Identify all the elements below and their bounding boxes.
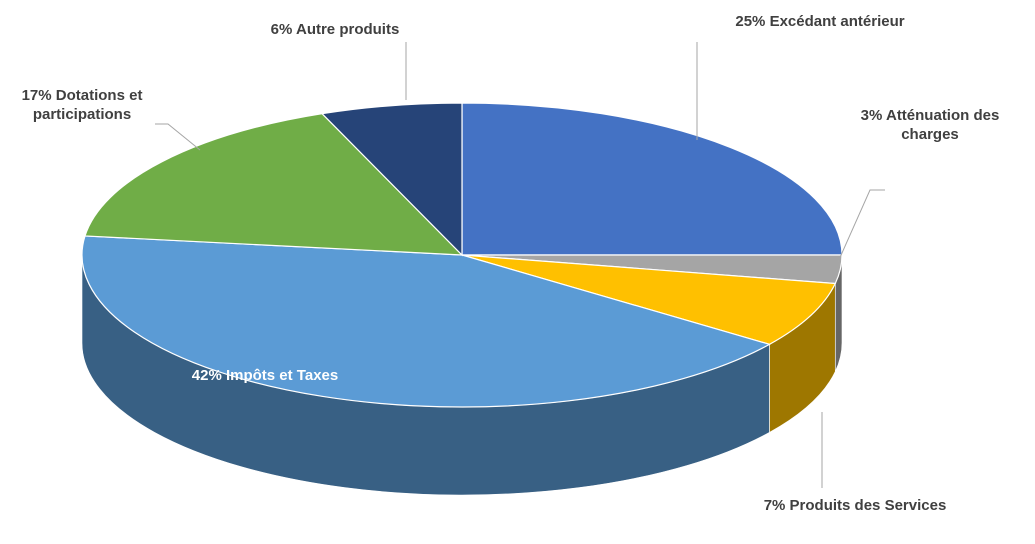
slice	[461, 254, 837, 345]
slice	[84, 113, 464, 256]
category-label: Impôts et Taxes	[225, 367, 339, 384]
category-label: Atténuation des charges	[885, 107, 1000, 143]
slice	[81, 235, 771, 408]
data-label: 3% Atténuation des charges	[835, 106, 1025, 144]
slice	[320, 102, 463, 257]
data-label: 17% Dotations et participations	[2, 86, 162, 124]
leader-line	[155, 123, 201, 151]
value-label: 17%	[21, 87, 52, 104]
category-label: Produits des Services	[789, 497, 947, 514]
data-label: 6% Autre produits	[225, 20, 445, 39]
value-label: 7%	[763, 497, 786, 514]
data-label: 7% Produits des Services	[715, 496, 995, 515]
category-label: Excédant antérieur	[769, 13, 905, 30]
value-label: 6%	[270, 21, 293, 38]
value-label: 3%	[860, 107, 883, 124]
value-label: 25%	[735, 13, 766, 30]
slice	[461, 102, 843, 256]
leader-line	[837, 189, 885, 263]
category-label: Autre produits	[295, 21, 400, 38]
value-label: 42%	[191, 367, 222, 384]
category-label: Dotations et participations	[32, 87, 143, 123]
data-label: 25% Excédant antérieur	[690, 12, 950, 31]
data-label: 42% Impôts et Taxes	[150, 366, 380, 385]
